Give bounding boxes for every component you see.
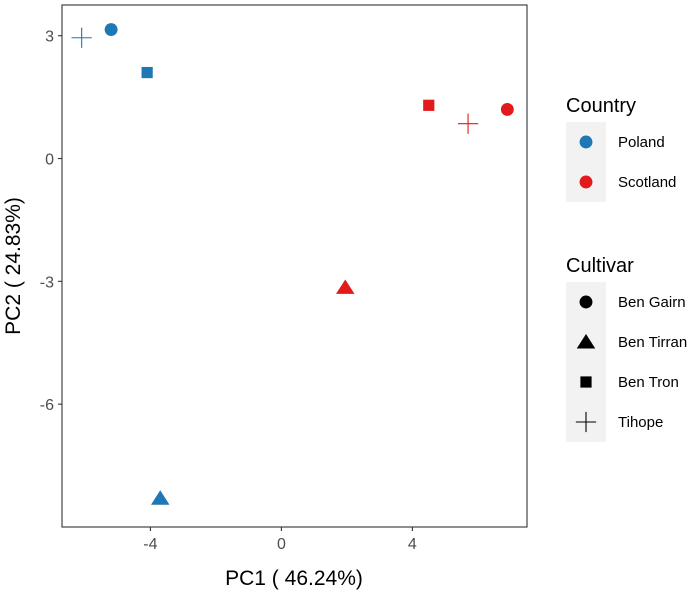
legend-label-tihope: Tihope — [618, 414, 663, 431]
legend-key-tihope — [575, 411, 597, 433]
legend-label-ben-tirran: Ben Tirran — [618, 334, 687, 351]
legend-key-poland — [579, 135, 593, 149]
point-scotland-ben-gairn — [500, 102, 514, 116]
legend-label-ben-tron: Ben Tron — [618, 374, 679, 391]
legend-key-ben-tron — [580, 376, 592, 388]
legend-label-scotland: Scotland — [618, 174, 676, 191]
point-poland-ben-tron — [141, 66, 153, 79]
point-scotland-tihope — [457, 113, 479, 134]
legend-label-ben-gairn: Ben Gairn — [618, 294, 686, 311]
y-tick-label: 0 — [45, 152, 54, 169]
y-tick-label: -3 — [40, 274, 54, 291]
legend-title-cultivar: Cultivar — [566, 255, 634, 277]
point-scotland-ben-tirran — [335, 279, 355, 294]
y-tick-label: -6 — [40, 397, 54, 414]
point-scotland-ben-tron — [423, 99, 435, 111]
data-points — [71, 23, 514, 505]
x-tick-label: -4 — [143, 536, 157, 553]
x-tick-label: 0 — [277, 536, 286, 553]
legend-key-background — [566, 122, 606, 202]
point-poland-tihope — [71, 27, 92, 48]
y-axis-title: PC2 ( 24.83%) — [2, 197, 25, 335]
x-axis-title: PC1 ( 46.24%) — [225, 567, 363, 590]
x-tick-label: 4 — [408, 536, 417, 553]
legend-title-country: Country — [566, 95, 636, 117]
legend-key-ben-gairn — [579, 295, 593, 309]
legend-label-poland: Poland — [618, 134, 665, 151]
plot-panel — [61, 4, 528, 528]
axis-ticks: -4 0 4 3 0 -3 -6 — [40, 29, 417, 553]
legend-key-ben-tirran — [576, 333, 596, 349]
legend-key-scotland — [579, 175, 593, 189]
legends: Country Poland Scotland Cultivar Ben Gairn Be… — [566, 95, 687, 442]
point-poland-ben-gairn — [104, 23, 118, 37]
y-tick-label: 3 — [45, 29, 54, 46]
point-poland-ben-tirran — [150, 490, 170, 505]
